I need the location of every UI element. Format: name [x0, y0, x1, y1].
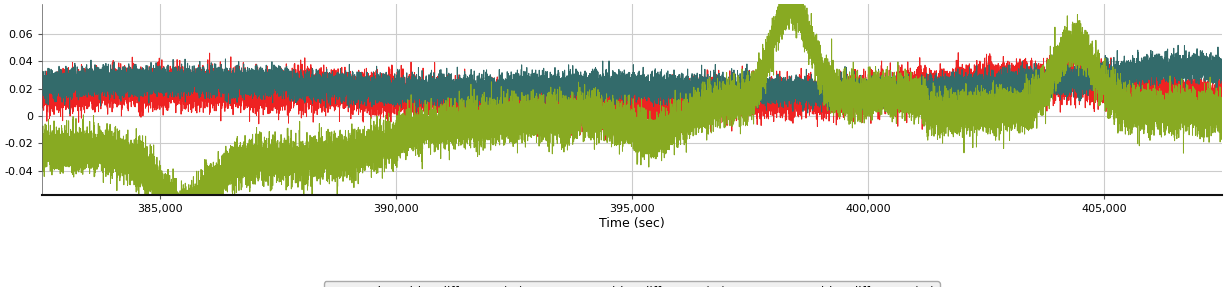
- North position difference (m): [34, 90, 49, 94]
- Down position difference (m): [679, 115, 694, 118]
- North position difference (m): [685, 101, 700, 104]
- North position difference (m): [1005, 84, 1020, 88]
- Down position difference (m): [158, 172, 173, 175]
- North position difference (m): [158, 106, 173, 109]
- Legend: North position difference (m), East position difference (m), Down position diffe: North position difference (m), East posi…: [324, 281, 940, 287]
- North position difference (m): [636, 92, 651, 96]
- Down position difference (m): [34, 138, 49, 141]
- East position difference (m): [1215, 66, 1226, 69]
- East position difference (m): [636, 72, 651, 75]
- East position difference (m): [915, 114, 929, 118]
- Down position difference (m): [43, 168, 58, 172]
- Line: Down position difference (m): Down position difference (m): [42, 0, 1222, 242]
- Down position difference (m): [1215, 102, 1226, 106]
- East position difference (m): [43, 85, 58, 88]
- Down position difference (m): [178, 241, 192, 244]
- East position difference (m): [34, 89, 49, 92]
- East position difference (m): [1005, 88, 1020, 91]
- East position difference (m): [685, 86, 700, 90]
- Down position difference (m): [636, 137, 651, 141]
- X-axis label: Time (sec): Time (sec): [600, 217, 664, 230]
- North position difference (m): [43, 114, 58, 117]
- Line: East position difference (m): East position difference (m): [42, 45, 1222, 116]
- Down position difference (m): [1005, 107, 1020, 110]
- Line: North position difference (m): North position difference (m): [42, 49, 1222, 140]
- North position difference (m): [598, 138, 613, 142]
- North position difference (m): [1215, 84, 1226, 87]
- East position difference (m): [679, 103, 694, 106]
- East position difference (m): [158, 67, 173, 71]
- East position difference (m): [1171, 44, 1186, 47]
- Down position difference (m): [685, 98, 700, 101]
- North position difference (m): [1072, 47, 1086, 51]
- North position difference (m): [679, 107, 694, 111]
